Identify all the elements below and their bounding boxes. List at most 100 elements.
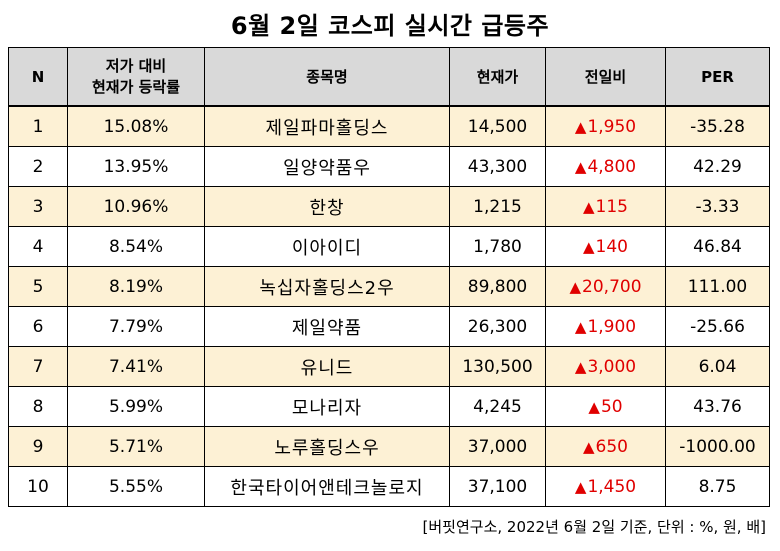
change-value: 1,900 — [587, 316, 637, 337]
cell-change: ▲3,000 — [545, 346, 666, 387]
cell-price: 4,245 — [449, 386, 546, 427]
cell-n: 6 — [8, 306, 68, 347]
cell-per: -1000.00 — [665, 426, 770, 467]
cell-ratio: 10.96% — [67, 186, 205, 227]
table-row: 8 5.99% 모나리자 4,245 ▲50 43.76 — [8, 386, 770, 427]
cell-price: 130,500 — [449, 346, 546, 387]
cell-change: ▲1,450 — [545, 466, 666, 507]
cell-ratio: 5.55% — [67, 466, 205, 507]
cell-price: 37,000 — [449, 426, 546, 467]
cell-per: 8.75 — [665, 466, 770, 507]
cell-n: 4 — [8, 226, 68, 267]
table-row: 5 8.19% 녹십자홀딩스2우 89,800 ▲20,700 111.00 — [8, 266, 770, 307]
cell-n: 2 — [8, 146, 68, 187]
table-row: 2 13.95% 일양약품우 43,300 ▲4,800 42.29 — [8, 146, 770, 187]
table-row: 10 5.55% 한국타이어앤테크놀로지 37,100 ▲1,450 8.75 — [8, 466, 770, 507]
cell-per: 42.29 — [665, 146, 770, 187]
change-value: 20,700 — [582, 276, 642, 297]
cell-name: 제일약품 — [204, 306, 450, 347]
cell-name: 노루홀딩스우 — [204, 426, 450, 467]
up-triangle-icon: ▲ — [583, 197, 595, 216]
header-ratio-line1: 저가 대비 — [105, 56, 167, 75]
change-value: 3,000 — [587, 356, 637, 377]
page-title: 6월 2일 코스피 실시간 급등주 — [230, 12, 550, 40]
up-triangle-icon: ▲ — [574, 317, 587, 336]
cell-name: 녹십자홀딩스2우 — [204, 266, 450, 307]
cell-change: ▲4,800 — [545, 146, 666, 187]
cell-ratio: 5.71% — [67, 426, 205, 467]
cell-name: 유니드 — [204, 346, 450, 387]
cell-n: 7 — [8, 346, 68, 387]
table-row: 1 15.08% 제일파마홀딩스 14,500 ▲1,950 -35.28 — [8, 105, 770, 147]
table-row: 3 10.96% 한창 1,215 ▲115 -3.33 — [8, 186, 770, 227]
change-value: 650 — [595, 436, 628, 457]
cell-change: ▲1,950 — [545, 105, 666, 147]
change-value: 1,950 — [587, 116, 637, 137]
cell-ratio: 5.99% — [67, 386, 205, 427]
cell-per: -3.33 — [665, 186, 770, 227]
table-row: 9 5.71% 노루홀딩스우 37,000 ▲650 -1000.00 — [8, 426, 770, 467]
cell-change: ▲115 — [545, 186, 666, 227]
cell-n: 9 — [8, 426, 68, 467]
cell-per: 46.84 — [665, 226, 770, 267]
up-triangle-icon: ▲ — [574, 157, 587, 176]
cell-price: 1,215 — [449, 186, 546, 227]
up-triangle-icon: ▲ — [574, 357, 587, 376]
up-triangle-icon: ▲ — [574, 117, 587, 136]
header-ratio: 저가 대비 현재가 등락률 — [67, 47, 205, 107]
cell-per: 43.76 — [665, 386, 770, 427]
cell-change: ▲140 — [545, 226, 666, 267]
cell-n: 5 — [8, 266, 68, 307]
header-price: 현재가 — [449, 47, 546, 107]
cell-ratio: 8.54% — [67, 226, 205, 267]
cell-change: ▲20,700 — [545, 266, 666, 307]
change-value: 1,450 — [587, 476, 637, 497]
header-name: 종목명 — [204, 47, 450, 107]
cell-change: ▲50 — [545, 386, 666, 427]
header-row: N 저가 대비 현재가 등락률 종목명 현재가 전일비 PER — [8, 47, 770, 107]
up-triangle-icon: ▲ — [574, 477, 587, 496]
cell-per: 111.00 — [665, 266, 770, 307]
cell-price: 37,100 — [449, 466, 546, 507]
cell-n: 10 — [8, 466, 68, 507]
cell-name: 일양약품우 — [204, 146, 450, 187]
header-ratio-line2: 현재가 등락률 — [91, 77, 181, 96]
cell-per: 6.04 — [665, 346, 770, 387]
cell-price: 1,780 — [449, 226, 546, 267]
cell-name: 모나리자 — [204, 386, 450, 427]
change-value: 115 — [595, 196, 628, 217]
cell-price: 89,800 — [449, 266, 546, 307]
cell-name: 제일파마홀딩스 — [204, 105, 450, 147]
header-n: N — [8, 47, 68, 107]
cell-change: ▲1,900 — [545, 306, 666, 347]
table-row: 7 7.41% 유니드 130,500 ▲3,000 6.04 — [8, 346, 770, 387]
cell-ratio: 13.95% — [67, 146, 205, 187]
cell-price: 26,300 — [449, 306, 546, 347]
up-triangle-icon: ▲ — [583, 437, 595, 456]
cell-name: 이아이디 — [204, 226, 450, 267]
cell-ratio: 7.41% — [67, 346, 205, 387]
footnote: [버핏연구소, 2022년 6월 2일 기준, 단위 : %, 원, 배] — [422, 518, 766, 536]
cell-change: ▲650 — [545, 426, 666, 467]
cell-name: 한창 — [204, 186, 450, 227]
cell-price: 14,500 — [449, 105, 546, 147]
cell-n: 8 — [8, 386, 68, 427]
cell-per: -25.66 — [665, 306, 770, 347]
cell-name: 한국타이어앤테크놀로지 — [204, 466, 450, 507]
change-value: 4,800 — [587, 156, 637, 177]
change-value: 50 — [600, 396, 623, 417]
up-triangle-icon: ▲ — [588, 397, 600, 416]
cell-price: 43,300 — [449, 146, 546, 187]
up-triangle-icon: ▲ — [583, 237, 595, 256]
cell-per: -35.28 — [665, 105, 770, 147]
stock-table: N 저가 대비 현재가 등락률 종목명 현재가 전일비 PER 1 15.08% 제… — [8, 47, 770, 507]
cell-ratio: 7.79% — [67, 306, 205, 347]
change-value: 140 — [595, 236, 628, 257]
up-triangle-icon: ▲ — [569, 277, 582, 296]
header-per: PER — [665, 47, 770, 107]
header-change: 전일비 — [545, 47, 666, 107]
cell-n: 1 — [8, 105, 68, 147]
cell-ratio: 8.19% — [67, 266, 205, 307]
cell-n: 3 — [8, 186, 68, 227]
table-row: 6 7.79% 제일약품 26,300 ▲1,900 -25.66 — [8, 306, 770, 347]
